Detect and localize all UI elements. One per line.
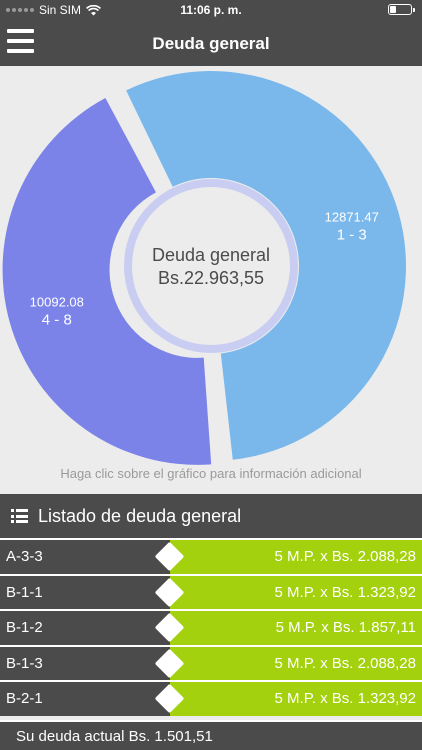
carrier-label: Sin SIM — [39, 3, 82, 17]
page-title: Deuda general — [152, 34, 270, 53]
signal-dots-icon — [6, 8, 34, 12]
slice-1-3[interactable] — [126, 71, 406, 460]
slice-1-3-value-label: 12871.47 — [325, 209, 379, 224]
status-left: Sin SIM — [6, 3, 101, 17]
slice-4-8-value-label: 10092.08 — [30, 295, 84, 310]
current-debt-footer: Su deuda actual Bs. 1.501,51 — [0, 720, 422, 750]
debt-amount: 5 M.P. x Bs. 1.323,92 — [170, 680, 422, 716]
slice-4-8[interactable] — [2, 98, 212, 465]
debt-row[interactable]: B-1-3 5 M.P. x Bs. 2.088,28 — [0, 644, 422, 680]
slice-4-8-range-label: 4 - 8 — [42, 312, 72, 329]
debt-amount: 5 M.P. x Bs. 1.857,11 — [170, 609, 422, 645]
debt-code: B-2-1 — [0, 680, 170, 716]
debt-amount: 5 M.P. x Bs. 2.088,28 — [170, 538, 422, 574]
donut-chart[interactable]: Deuda general Bs.22.963,55 12871.47 1 - … — [0, 66, 422, 466]
debt-row[interactable]: B-2-1 5 M.P. x Bs. 1.323,92 — [0, 680, 422, 716]
debt-code: B-1-1 — [0, 573, 170, 609]
slice-1-3-range-label: 1 - 3 — [337, 226, 367, 243]
app-header: Deuda general — [0, 20, 422, 66]
list-header: Listado de deuda general — [0, 494, 422, 538]
status-time: 11:06 p. m. — [180, 3, 242, 17]
chart-hint: Haga clic sobre el gráfico para informac… — [60, 466, 362, 481]
debt-row[interactable]: A-3-3 5 M.P. x Bs. 2.088,28 — [0, 538, 422, 574]
debt-amount: 5 M.P. x Bs. 1.323,92 — [170, 573, 422, 609]
status-bar: Sin SIM 11:06 p. m. — [0, 0, 422, 20]
debt-code: B-1-2 — [0, 609, 170, 645]
list-icon — [11, 509, 28, 523]
center-value: Bs.22.963,55 — [158, 268, 264, 288]
list-title: Listado de deuda general — [38, 505, 242, 526]
center-title: Deuda general — [152, 245, 270, 265]
debt-row[interactable]: B-1-2 5 M.P. x Bs. 1.857,11 — [0, 609, 422, 645]
battery-icon — [388, 4, 415, 15]
chart-area: Deuda general Bs.22.963,55 12871.47 1 - … — [0, 66, 422, 494]
center-disc — [132, 187, 290, 345]
debt-code: B-1-3 — [0, 644, 170, 680]
debt-row[interactable]: B-1-1 5 M.P. x Bs. 1.323,92 — [0, 573, 422, 609]
debt-amount: 5 M.P. x Bs. 2.088,28 — [170, 644, 422, 680]
hamburger-menu-icon[interactable] — [7, 29, 34, 53]
debt-code: A-3-3 — [0, 538, 170, 574]
wifi-icon — [86, 4, 101, 15]
debt-list: A-3-3 5 M.P. x Bs. 2.088,28 B-1-1 5 M.P.… — [0, 538, 422, 716]
